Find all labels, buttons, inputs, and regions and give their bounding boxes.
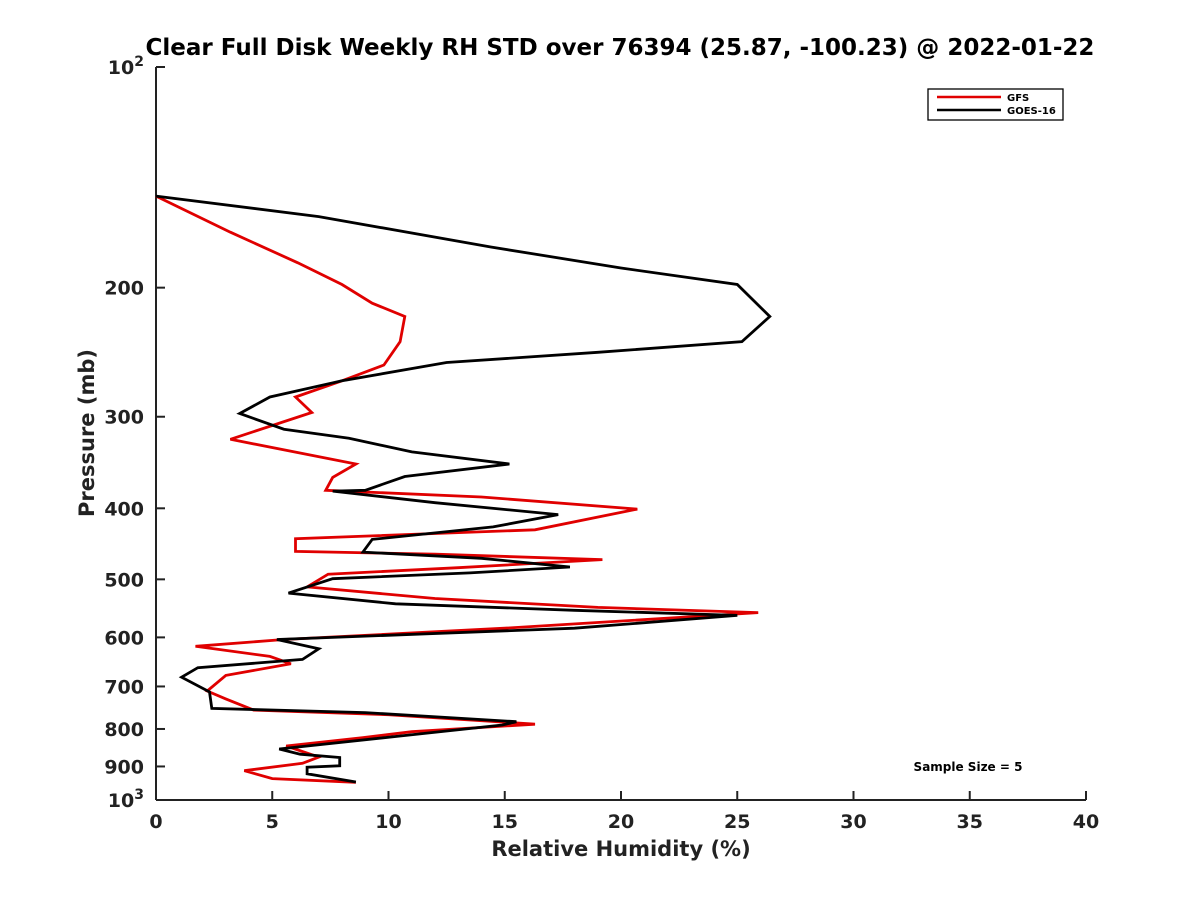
x-tick-label: 5 [266, 811, 279, 833]
x-tick-label: 10 [375, 811, 401, 833]
y-tick-label: 500 [104, 569, 144, 591]
series-lines [155, 194, 772, 784]
x-tick-label: 35 [957, 811, 983, 833]
x-tick-label: 0 [149, 811, 162, 833]
legend: GFS GOES-16 [927, 88, 1064, 121]
chart-title: Clear Full Disk Weekly RH STD over 76394… [146, 35, 1095, 61]
x-axis-label: Relative Humidity (%) [491, 837, 750, 861]
axes: 0 5 10 15 20 25 30 35 40 102 200 300 400 500 600 700 800… [104, 54, 1099, 833]
series-line-goes-16 [155, 194, 772, 784]
legend-label-goes16: GOES-16 [1007, 106, 1056, 117]
y-tick-label: 900 [104, 756, 144, 778]
y-tick-label: 700 [104, 676, 144, 698]
y-tick-label: 800 [104, 719, 144, 741]
x-tick-label: 25 [724, 811, 750, 833]
y-tick-label: 102 [108, 54, 144, 79]
x-tick-label: 20 [608, 811, 634, 833]
x-tick-label: 15 [492, 811, 518, 833]
y-tick-label: 600 [104, 627, 144, 649]
y-tick-label: 300 [104, 407, 144, 429]
y-axis-label: Pressure (mb) [75, 349, 99, 517]
y-tick-label: 103 [108, 787, 144, 812]
sample-size-annotation: Sample Size = 5 [914, 760, 1023, 774]
y-tick-label: 400 [104, 498, 144, 520]
y-tick-label: 200 [104, 278, 144, 300]
legend-box [927, 88, 1064, 121]
x-tick-label: 40 [1073, 811, 1099, 833]
legend-label-gfs: GFS [1007, 93, 1029, 104]
x-tick-label: 30 [840, 811, 866, 833]
